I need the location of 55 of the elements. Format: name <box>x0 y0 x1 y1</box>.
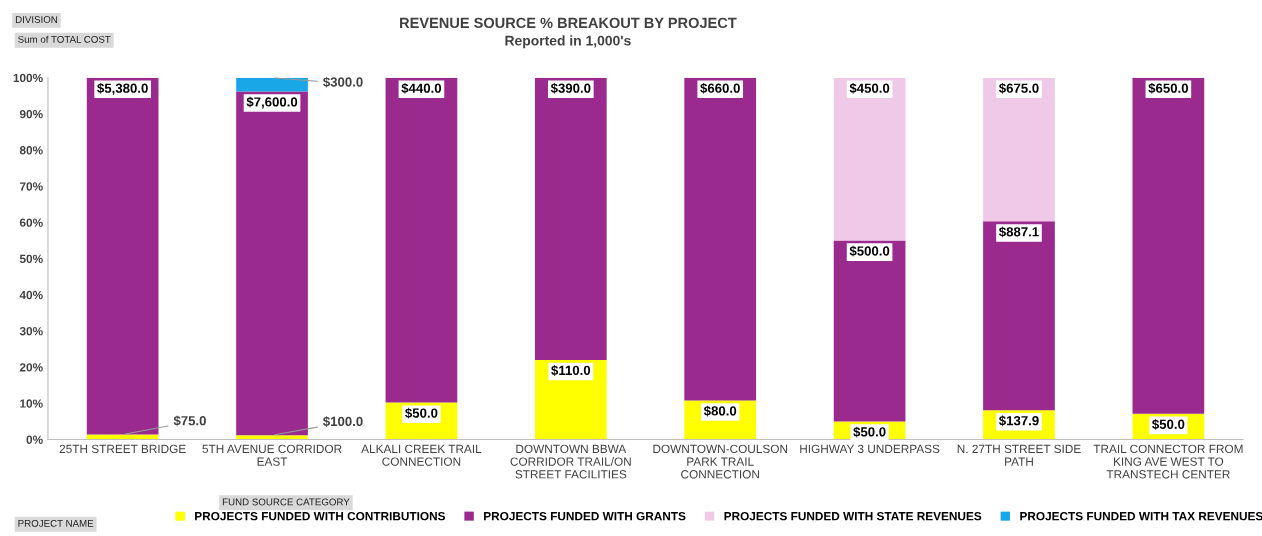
text: PROJECT NAME <box>18 519 94 527</box>
annotation: $440.0 <box>401 82 442 94</box>
x-tick-label: DOWNTOWN BBWA CORRIDOR TRAIL/ON STREET FACILITIES <box>510 444 631 479</box>
bar <box>833 240 906 422</box>
annotation: $137.9 <box>998 415 1039 427</box>
x-tick-label: DOWNTOWN-COULSON PARK TRAIL CONNECTION <box>653 444 788 479</box>
y-tick-label: 0% <box>26 435 43 444</box>
x-tick-label: TRAIL CONNECTOR FROM KING AVE WEST TO TRANSTECH CENTER <box>1093 444 1243 479</box>
bar <box>86 434 159 440</box>
y-tick-label: 30% <box>19 327 43 336</box>
annotation: $660.0 <box>700 82 740 94</box>
bar <box>236 91 308 436</box>
annotation: $390.0 <box>550 82 591 94</box>
y-tick-label: 50% <box>19 254 43 264</box>
annotation: $450.0 <box>849 82 890 94</box>
y-tick-label: 10% <box>20 399 43 408</box>
bar <box>236 435 308 440</box>
chart-subtitle: Reported in 1,000's <box>505 35 631 49</box>
annotation: $50.0 <box>1152 419 1185 430</box>
chart-title: REVENUE SOURCE % BREAKOUT BY PROJECT <box>400 17 737 29</box>
legend-label: PROJECTS FUNDED WITH CONTRIBUTIONS <box>195 512 446 521</box>
annotation: $75.0 <box>173 415 206 427</box>
bar <box>236 77 308 92</box>
y-tick-label: 40% <box>19 290 43 300</box>
x-tick-label: ALKALI CREEK TRAIL CONNECTION <box>361 444 482 466</box>
annotation: $500.0 <box>849 245 890 257</box>
legend-label: PROJECTS FUNDED WITH STATE REVENUES <box>724 512 982 521</box>
x-tick-label: 5TH AVENUE CORRIDOR EAST <box>202 444 342 466</box>
y-tick-label: 70% <box>19 182 43 191</box>
y-tick-label: 80% <box>19 146 43 155</box>
y-tick-label: 20% <box>19 363 43 372</box>
annotation: $7,600.0 <box>246 96 298 109</box>
legend-label: PROJECTS FUNDED WITH GRANTS <box>484 512 686 521</box>
y-tick-label: 100% <box>13 73 43 83</box>
x-tick-label: HIGHWAY 3 UNDERPASS <box>800 444 940 454</box>
legend-label: PROJECTS FUNDED WITH TAX REVENUES <box>1020 512 1262 521</box>
text: Sum of TOTAL COST <box>18 35 111 43</box>
x-tick-label: 25TH STREET BRIDGE <box>59 444 186 454</box>
annotation: $5,380.0 <box>97 82 148 95</box>
y-tick-label: 90% <box>19 109 43 119</box>
annotation: $110.0 <box>551 365 591 376</box>
text: DIVISION <box>15 16 58 23</box>
y-tick-label: 60% <box>19 218 43 227</box>
x-tick-label: N. 27TH STREET SIDE PATH <box>957 444 1081 466</box>
annotation: $650.0 <box>1148 82 1189 94</box>
annotation: $80.0 <box>703 405 737 417</box>
annotation: $100.0 <box>323 416 363 427</box>
bar <box>86 77 159 435</box>
text: FUND SOURCE CATEGORY <box>222 498 350 506</box>
annotation: $675.0 <box>998 82 1039 94</box>
annotation: $50.0 <box>405 407 438 419</box>
annotation: $300.0 <box>323 76 363 88</box>
annotation: $50.0 <box>853 426 886 438</box>
annotation: $887.1 <box>998 226 1039 238</box>
bar <box>534 359 607 440</box>
